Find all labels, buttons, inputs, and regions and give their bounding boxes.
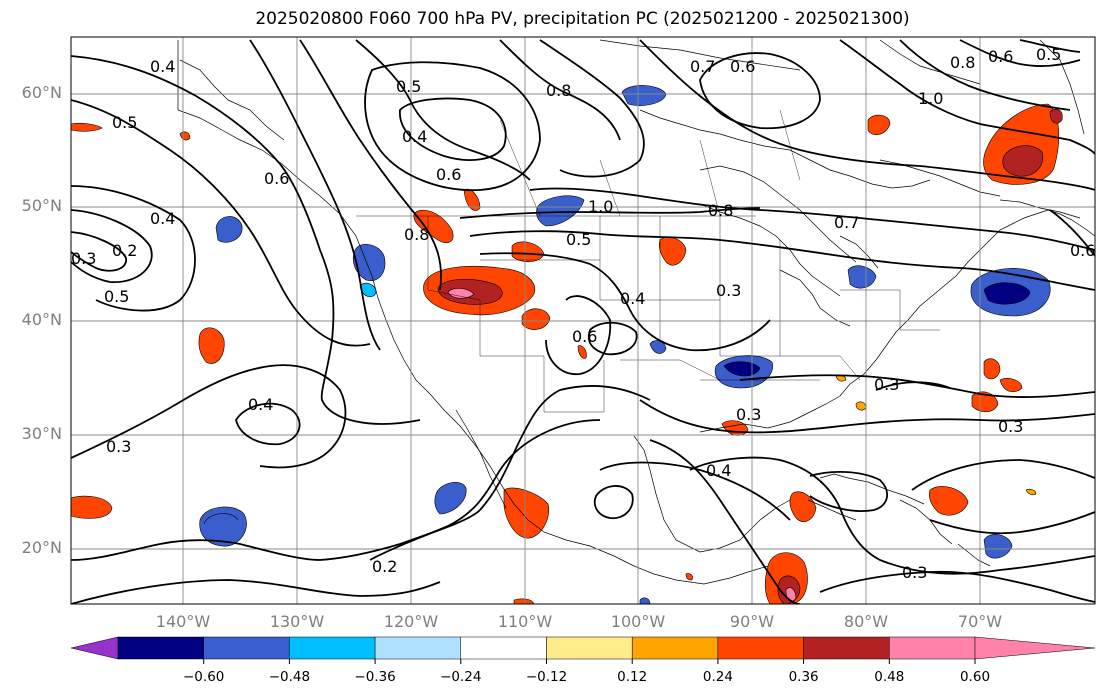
- contour-label: 0.3: [716, 281, 741, 300]
- contour-label: 0.6: [572, 327, 597, 346]
- colorbar-ticks: −0.60 −0.48 −0.36 −0.24 −0.12 0.12 0.24 …: [183, 659, 990, 685]
- lat-label-20n: 20°N: [21, 538, 62, 557]
- colorbar-tick-label: 0.60: [960, 669, 990, 685]
- colorbar-bin: [289, 636, 376, 660]
- colorbar-tick-label: 0.48: [874, 669, 904, 685]
- contour-label: 1.0: [918, 89, 943, 108]
- contour-label: 0.8: [546, 81, 571, 100]
- colorbar-extend-max: [974, 636, 1096, 660]
- lon-label-130w: 130°W: [269, 612, 325, 631]
- colorbar-bin: [203, 636, 290, 660]
- lon-label-110w: 110°W: [497, 612, 553, 631]
- pv-contours: [71, 39, 1095, 604]
- map-frame: [70, 36, 1096, 605]
- contour-label: 0.6: [988, 47, 1013, 66]
- colorbar-bin: [889, 636, 976, 660]
- colorbar-bin: [546, 636, 633, 660]
- contour-label: 0.5: [1036, 45, 1061, 64]
- lat-label-30n: 30°N: [21, 424, 62, 443]
- contour-label: 0.3: [736, 405, 761, 424]
- contour-label: 0.6: [1070, 241, 1095, 260]
- lat-label-50n: 50°N: [21, 196, 62, 215]
- colorbar-tick-label: −0.24: [440, 669, 481, 685]
- contour-label: 0.2: [372, 557, 397, 576]
- colorbar-tick-label: 0.24: [703, 669, 733, 685]
- contour-label: 0.3: [874, 375, 899, 394]
- lon-label-70w: 70°W: [957, 612, 1003, 631]
- contour-label: 0.5: [104, 287, 129, 306]
- contour-label: 0.6: [264, 169, 289, 188]
- lon-label-80w: 80°W: [843, 612, 889, 631]
- lon-label-90w: 90°W: [729, 612, 775, 631]
- contour-label: 0.5: [112, 113, 137, 132]
- contour-label: 0.3: [998, 417, 1023, 436]
- contour-label: 0.4: [402, 127, 427, 146]
- map-title: 2025020800 F060 700 hPa PV, precipitatio…: [255, 9, 910, 29]
- contour-label: 0.8: [950, 53, 975, 72]
- contour-label: 0.2: [112, 241, 137, 260]
- state-borders: [356, 109, 940, 413]
- contour-label: 0.7: [690, 57, 715, 76]
- contour-label: 0.4: [150, 209, 175, 228]
- contour-label: 1.0: [588, 197, 613, 216]
- contour-labels: 0.4 0.5 0.5 0.4 0.6 0.8 0.7 0.6 0.8 0.5 …: [71, 45, 1095, 582]
- colorbar-tick-label: 0.36: [789, 669, 819, 685]
- lat-label-60n: 60°N: [21, 83, 62, 102]
- contour-label: 0.5: [566, 230, 591, 249]
- colorbar-tick-label: −0.12: [526, 669, 567, 685]
- graticule: [71, 37, 1095, 604]
- colorbar-bin: [460, 636, 547, 660]
- map-panel: 0.4 0.5 0.5 0.4 0.6 0.8 0.7 0.6 0.8 0.5 …: [71, 37, 1095, 604]
- colorbar-tick-label: −0.36: [354, 669, 395, 685]
- colorbar: [70, 636, 1096, 660]
- lon-label-100w: 100°W: [610, 612, 666, 631]
- contour-label: 0.4: [248, 395, 273, 414]
- contour-label: 0.4: [620, 289, 645, 308]
- contour-label: 0.8: [708, 201, 733, 220]
- contour-label: 0.4: [150, 57, 175, 76]
- contour-label: 0.3: [106, 437, 131, 456]
- contour-label: 0.6: [730, 57, 755, 76]
- colorbar-bin: [717, 636, 804, 660]
- colorbar-tick-label: −0.48: [269, 669, 310, 685]
- colorbar-extend-min: [70, 636, 119, 660]
- contour-label: 0.6: [436, 165, 461, 184]
- lon-label-120w: 120°W: [383, 612, 439, 631]
- contour-label: 0.5: [396, 77, 421, 96]
- contour-label: 0.8: [404, 225, 429, 244]
- contour-label: 0.7: [834, 213, 859, 232]
- contour-label: 0.3: [71, 249, 96, 268]
- contour-label: 0.4: [706, 461, 731, 480]
- colorbar-bin: [803, 636, 890, 660]
- contour-label: 0.3: [902, 563, 927, 582]
- colorbar-bin: [374, 636, 462, 660]
- lon-label-140w: 140°W: [155, 612, 211, 631]
- lat-label-40n: 40°N: [21, 310, 62, 329]
- colorbar-bin: [117, 636, 204, 660]
- colorbar-bin: [631, 636, 719, 660]
- colorbar-tick-label: −0.60: [183, 669, 224, 685]
- colorbar-tick-label: 0.12: [617, 669, 647, 685]
